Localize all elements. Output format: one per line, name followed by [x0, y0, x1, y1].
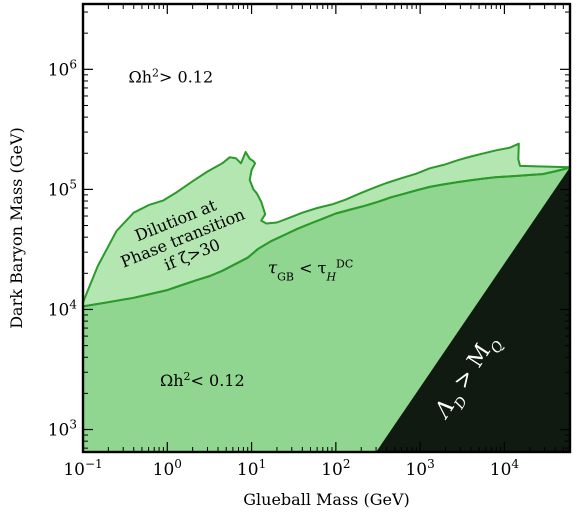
underabundant-label: Ωh2< 0.12 [160, 370, 245, 391]
x-tick-label: 104 [490, 457, 520, 480]
y-tick-label: 103 [48, 418, 77, 441]
x-tick-label: 102 [321, 457, 350, 480]
x-tick-label: 101 [237, 457, 266, 480]
x-tick-label: 103 [405, 457, 434, 480]
x-tick-label: 100 [153, 457, 182, 480]
y-axis-label: Dark Baryon Mass (GeV) [7, 127, 26, 329]
y-tick-label: 104 [48, 297, 78, 320]
lifetime-label: τGB < τHDC [268, 257, 354, 283]
plot-frame [81, 2, 572, 454]
overabundant-label: Ωh2> 0.12 [128, 66, 213, 87]
y-tick-label: 105 [48, 177, 77, 200]
x-axis-label: Glueball Mass (GeV) [243, 490, 410, 509]
y-tick-label: 106 [48, 57, 77, 80]
underabundant-boundary-line [82, 166, 571, 308]
excluded-region [376, 167, 570, 452]
x-tick-label: 10−1 [63, 457, 102, 480]
x-axis-ticks: 10−1 100 101 102 103 104 [63, 4, 564, 480]
